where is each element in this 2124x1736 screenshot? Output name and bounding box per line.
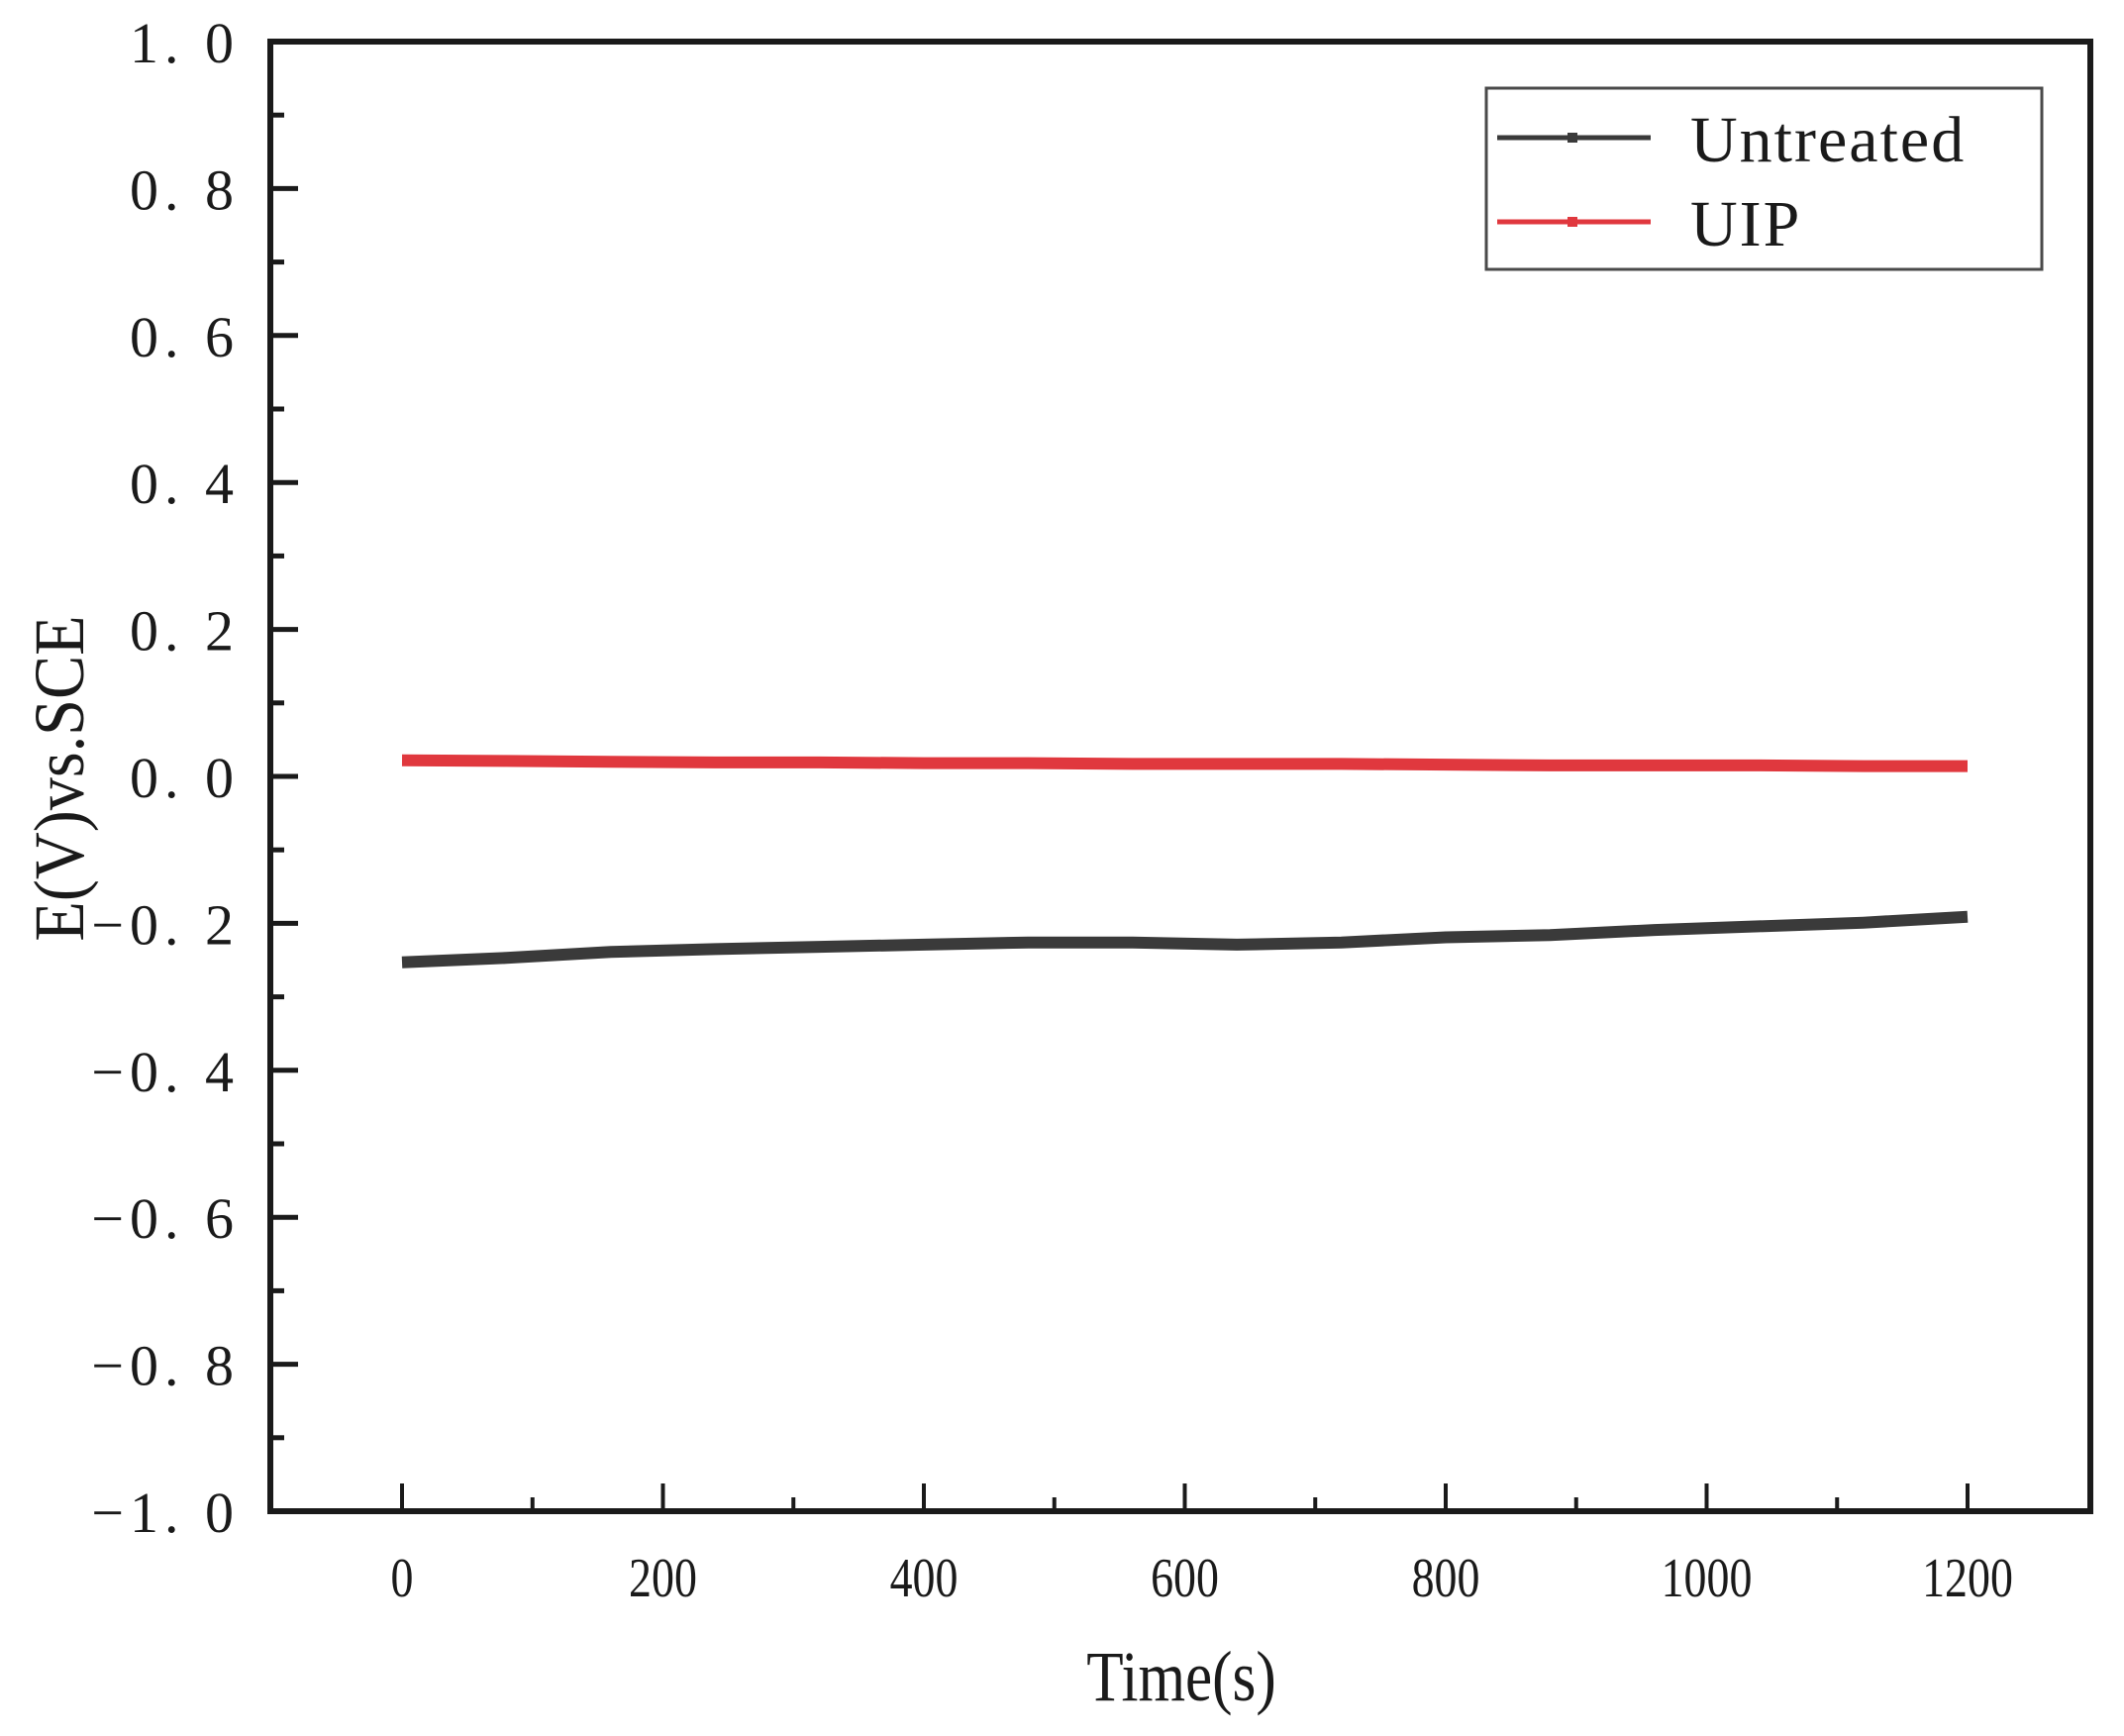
legend-item-untreated: Untreated (1497, 104, 1966, 176)
y-tick-label: −0. 2 (91, 892, 240, 957)
plot-frame (267, 39, 2093, 1514)
legend-box (1484, 86, 2044, 271)
series-line-uip (401, 754, 1968, 772)
legend: Untreated UIP (1484, 86, 2044, 271)
y-tick-labels: 1. 0 0. 8 0. 6 0. 4 0. 2 0. 0 −0. 2 −0. 4 −0. 6 −… (91, 11, 240, 1545)
x-tick-label: 400 (890, 1548, 959, 1609)
x-tick-label: 600 (1151, 1548, 1219, 1609)
data-series (401, 754, 1969, 969)
legend-marker-icon (1568, 133, 1577, 143)
y-tick-label: −0. 6 (91, 1186, 240, 1251)
legend-item-uip: UIP (1497, 188, 1801, 260)
x-tick-label: 800 (1412, 1548, 1480, 1609)
x-tick-label: 0 (391, 1548, 414, 1609)
y-tick-label: −1. 0 (91, 1481, 240, 1545)
x-axis-title: Time(s) (1086, 1637, 1276, 1716)
y-tick-label: 1. 0 (130, 11, 240, 75)
x-tick-label: 200 (629, 1548, 697, 1609)
legend-label: Untreated (1690, 104, 1966, 176)
y-tick-label: −0. 4 (91, 1040, 240, 1104)
y-tick-label: −0. 8 (91, 1334, 240, 1398)
legend-marker-icon (1568, 217, 1577, 227)
y-tick-label: 0. 0 (130, 746, 240, 810)
y-tick-label: 0. 4 (130, 452, 240, 516)
y-tick-label: 0. 8 (130, 157, 240, 222)
y-axis-title: E(V)vs.SCE (19, 615, 98, 941)
y-tick-label: 0. 6 (130, 305, 240, 369)
x-tick-label: 1000 (1662, 1548, 1753, 1609)
legend-label: UIP (1690, 188, 1801, 260)
series-line-untreated (401, 910, 1969, 969)
x-tick-label: 1200 (1922, 1548, 2013, 1609)
x-tick-labels: 0 200 400 600 800 1000 1200 (391, 1548, 2013, 1609)
y-tick-label: 0. 2 (130, 599, 240, 664)
legend-items: Untreated UIP (1497, 104, 1966, 260)
